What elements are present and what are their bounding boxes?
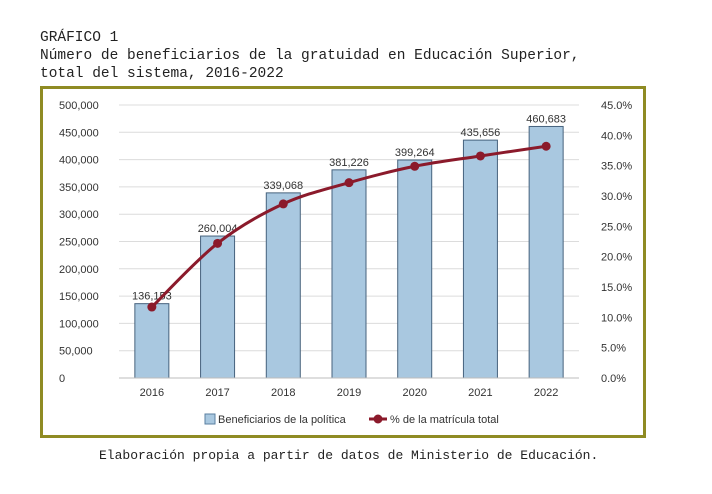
bar-data-label: 136,153: [132, 291, 172, 303]
left-axis: 0 50,000 100,000 150,000 200,000 250,000 300,0…: [59, 100, 99, 385]
line-point: [213, 238, 223, 248]
right-axis: 0.0% 5.0% 10.0% 15.0% 20.0% 25.0% 30.0% 35.0% 40…: [601, 100, 632, 385]
legend-swatch-bar: [204, 413, 216, 425]
line-point: [475, 151, 485, 161]
x-tick-label: 2019: [337, 387, 361, 399]
left-tick-label: 500,000: [59, 100, 99, 112]
bar: [200, 235, 236, 379]
legend: Beneficiarios de la política % de la mat…: [204, 413, 499, 426]
line-point: [344, 178, 354, 188]
left-tick-label: 300,000: [59, 209, 99, 221]
bar-data-label: 381,226: [329, 157, 369, 169]
legend-label-line: % de la matrícula total: [390, 414, 499, 426]
x-tick-label: 2021: [468, 387, 492, 399]
right-tick-label: 25.0%: [601, 221, 632, 233]
source-note: Elaboración propia a partir de datos de …: [99, 448, 599, 463]
left-tick-label: 450,000: [59, 127, 99, 139]
line-point: [278, 199, 288, 209]
bar: [397, 159, 433, 379]
line-series: [147, 141, 551, 312]
chart-svg: 0 50,000 100,000 150,000 200,000 250,000 300,0…: [59, 100, 632, 426]
bar: [462, 139, 498, 379]
left-tick-label: 250,000: [59, 237, 99, 249]
right-tick-label: 0.0%: [601, 373, 626, 385]
figure-label: GRÁFICO 1: [40, 30, 119, 46]
right-tick-label: 35.0%: [601, 161, 632, 173]
chart-header: GRÁFICO 1 Número de beneficiarios de la g…: [40, 29, 580, 83]
bar: [331, 169, 367, 379]
x-tick-label: 2022: [534, 387, 558, 399]
right-tick-label: 15.0%: [601, 282, 632, 294]
bar: [528, 125, 564, 379]
left-tick-label: 150,000: [59, 291, 99, 303]
left-tick-label: 50,000: [59, 346, 93, 358]
right-tick-label: 30.0%: [601, 191, 632, 203]
x-tick-label: 2016: [140, 387, 164, 399]
left-tick-label: 350,000: [59, 182, 99, 194]
right-tick-label: 40.0%: [601, 130, 632, 142]
right-tick-label: 5.0%: [601, 343, 626, 355]
chart-title-line-2: total del sistema, 2016-2022: [40, 66, 284, 82]
bar: [265, 192, 301, 379]
left-tick-label: 100,000: [59, 318, 99, 330]
right-tick-label: 10.0%: [601, 312, 632, 324]
bar-data-label: 460,683: [526, 113, 566, 125]
line-point: [147, 302, 157, 312]
bar-data-label: 339,068: [263, 180, 303, 192]
legend-swatch-marker: [373, 414, 383, 424]
left-tick-label: 0: [59, 373, 65, 385]
left-tick-label: 400,000: [59, 155, 99, 167]
line-point: [410, 161, 420, 171]
chart-title-line-1: Número de beneficiarios de la gratuidad …: [40, 48, 580, 64]
bar-data-label: 399,264: [395, 147, 435, 159]
x-tick-label: 2020: [402, 387, 426, 399]
chart-frame: 0 50,000 100,000 150,000 200,000 250,000 300,0…: [40, 86, 646, 438]
x-tick-label: 2018: [271, 387, 295, 399]
legend-label-bar: Beneficiarios de la política: [218, 414, 347, 426]
bar-data-labels: 136,153 260,004 339,068 381,226 399,264 435,6…: [132, 113, 566, 302]
x-axis: 2016 2017 2018 2019 2020 2021 2022: [119, 377, 579, 399]
x-tick-label: 2017: [205, 387, 229, 399]
line-point: [541, 141, 551, 151]
bar-series: [134, 125, 564, 379]
bar-data-label: 435,656: [461, 127, 501, 139]
bar: [134, 303, 170, 379]
left-tick-label: 200,000: [59, 264, 99, 276]
right-tick-label: 20.0%: [601, 252, 632, 264]
right-tick-label: 45.0%: [601, 100, 632, 112]
bar-data-label: 260,004: [198, 223, 238, 235]
